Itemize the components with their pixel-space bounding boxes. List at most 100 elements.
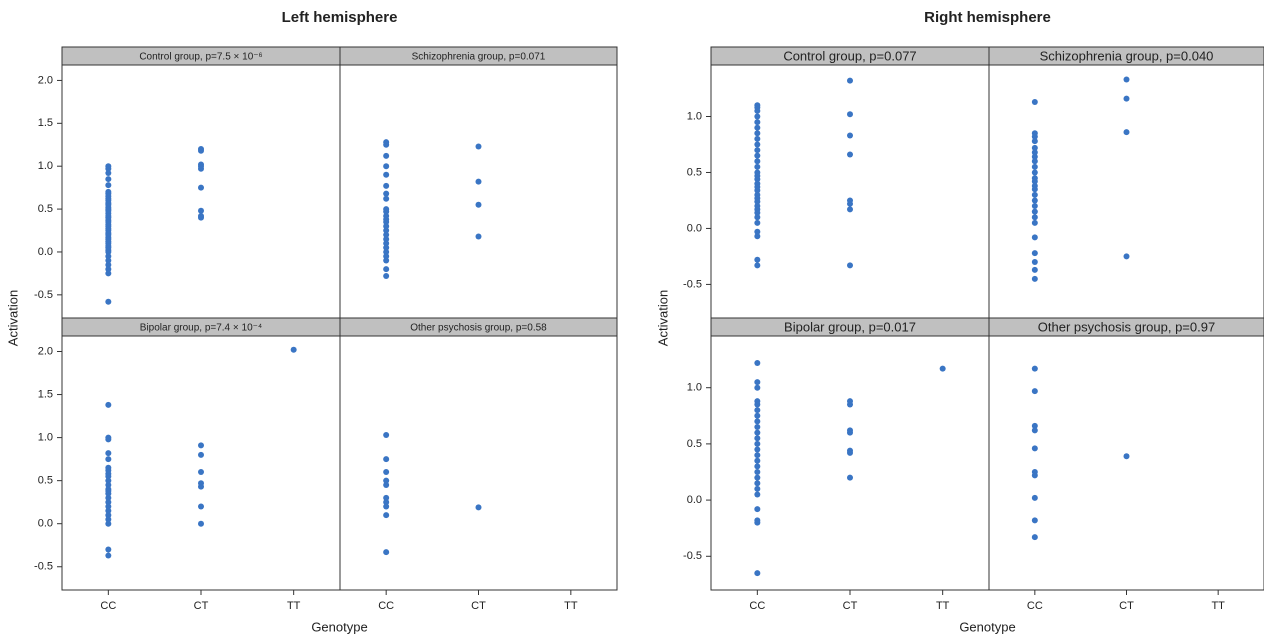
panel	[710, 335, 990, 591]
point	[754, 147, 761, 154]
y-tick-label: 0.5	[38, 475, 53, 487]
point	[383, 272, 390, 279]
y-tick-label: 0.0	[687, 222, 702, 234]
point	[754, 435, 761, 442]
point	[1031, 259, 1038, 266]
x-tick-label: CT	[194, 600, 209, 612]
point	[383, 240, 390, 247]
y-tick-label: 2.0	[38, 345, 53, 357]
point	[754, 228, 761, 235]
point	[1031, 494, 1038, 501]
point	[198, 207, 204, 214]
point	[847, 429, 853, 436]
point	[847, 77, 853, 84]
point	[105, 516, 112, 523]
point	[1123, 129, 1130, 136]
point	[847, 151, 853, 158]
point	[1123, 95, 1130, 102]
point	[105, 176, 112, 183]
point	[383, 195, 390, 202]
strip-title: Schizophrenia group, p=0.071	[412, 52, 546, 63]
point	[1031, 427, 1038, 434]
point	[754, 233, 761, 240]
point	[290, 346, 297, 353]
panel	[988, 335, 1264, 591]
x-tick-label: CC	[100, 600, 116, 612]
point	[383, 227, 390, 234]
y-tick-label: -0.5	[34, 289, 53, 301]
point	[383, 163, 390, 170]
point	[198, 165, 204, 172]
x-tick-label: TT	[287, 600, 301, 612]
point	[1123, 453, 1130, 460]
point	[105, 266, 112, 273]
point	[1031, 219, 1038, 226]
point	[1031, 158, 1038, 165]
point	[1031, 197, 1038, 204]
point	[475, 233, 482, 240]
x-tick-label: TT	[936, 600, 950, 612]
point	[383, 182, 390, 189]
point	[105, 270, 112, 277]
x-tick-label: TT	[564, 600, 578, 612]
point	[383, 236, 390, 243]
point	[475, 504, 482, 511]
point	[1031, 153, 1038, 160]
y-tick-label: 2.0	[38, 74, 53, 86]
point	[105, 503, 112, 510]
y-tick-label: 1.0	[687, 382, 702, 394]
point	[1031, 422, 1038, 429]
point	[754, 176, 761, 183]
point	[475, 178, 482, 185]
point	[1031, 191, 1038, 198]
point	[847, 111, 853, 118]
point	[105, 165, 112, 172]
point	[105, 401, 112, 408]
point	[1031, 178, 1038, 185]
point	[847, 449, 853, 456]
point	[754, 519, 761, 526]
y-tick-label: 1.5	[38, 388, 53, 400]
point	[754, 113, 761, 120]
point	[383, 432, 390, 439]
point	[383, 481, 390, 488]
point	[1031, 275, 1038, 282]
point	[105, 477, 112, 484]
point	[1031, 266, 1038, 273]
point	[754, 256, 761, 263]
point	[754, 429, 761, 436]
x-tick-label: TT	[1211, 600, 1225, 612]
point	[847, 262, 853, 269]
point	[754, 219, 761, 226]
point	[383, 512, 390, 519]
point	[754, 262, 761, 269]
point	[383, 190, 390, 197]
point	[754, 130, 761, 137]
point	[847, 132, 853, 139]
point	[105, 552, 112, 559]
point	[847, 200, 853, 207]
point	[754, 446, 761, 453]
point	[105, 257, 112, 264]
point	[754, 141, 761, 148]
strip-title: Other psychosis group, p=0.97	[1038, 319, 1215, 334]
point	[475, 201, 482, 208]
point	[383, 223, 390, 230]
point	[754, 418, 761, 425]
point	[1031, 203, 1038, 210]
point	[383, 218, 390, 225]
x-axis-label: Genotype	[311, 619, 367, 634]
point	[1031, 250, 1038, 257]
point	[383, 456, 390, 463]
point	[1031, 445, 1038, 452]
point	[198, 503, 204, 510]
point	[105, 456, 112, 463]
point	[754, 412, 761, 419]
panel	[710, 64, 990, 319]
point	[105, 494, 112, 501]
point	[105, 546, 112, 553]
strip-title: Control group, p=7.5 × 10⁻⁶	[139, 52, 262, 63]
point	[383, 469, 390, 476]
point	[1031, 149, 1038, 156]
point	[105, 507, 112, 514]
